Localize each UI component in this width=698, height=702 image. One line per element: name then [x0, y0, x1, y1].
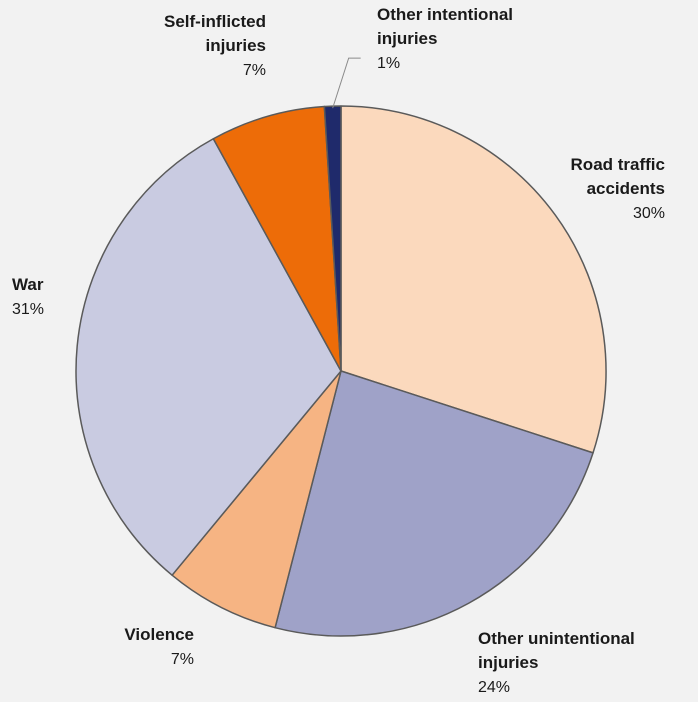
slice-name-line: Violence — [124, 625, 194, 644]
slice-name-line: War — [12, 275, 44, 294]
slice-label-violence: Violence 7% — [124, 625, 194, 668]
slice-value-label: 31% — [12, 301, 44, 318]
pie-slice-violence — [171, 370, 342, 629]
slice-name-line: Other intentional — [377, 5, 513, 24]
slice-value-label: 1% — [377, 55, 400, 72]
slice-label-war: War 31% — [12, 275, 44, 318]
slice-value-label: 7% — [171, 651, 194, 668]
leader-line-other-intentional-injuries — [332, 57, 361, 109]
slice-label-road-traffic-accidents: Road traffic accidents 30% — [571, 155, 665, 222]
slice-label-other-unintentional-injuries: Other unintentional injuries 24% — [478, 629, 635, 696]
slice-name-line: Road traffic — [571, 155, 665, 174]
slice-label-self-inflicted-injuries: Self-inflicted injuries 7% — [164, 12, 266, 79]
pie-slice-other-unintentional-injuries — [274, 370, 594, 637]
slice-name-line: injuries — [206, 36, 266, 55]
pie-slice-self-inflicted-injuries — [212, 105, 342, 372]
slice-name-line: injuries — [377, 29, 437, 48]
slices-layer — [75, 105, 607, 637]
pie-slice-road-traffic-accidents — [340, 105, 607, 454]
labels-layer: Road traffic accidents 30% Other unintentio… — [12, 5, 665, 696]
pie-slice-other-intentional-injuries — [323, 105, 342, 372]
slice-value-label: 7% — [243, 62, 266, 79]
slice-name-line: accidents — [587, 179, 665, 198]
slice-name-line: Other unintentional — [478, 629, 635, 648]
leaders-layer — [332, 57, 361, 109]
slice-value-label: 30% — [633, 205, 665, 222]
slice-name-line: Self-inflicted — [164, 12, 266, 31]
slice-name-line: injuries — [478, 653, 538, 672]
pie-slice-war — [75, 138, 342, 576]
slice-value-label: 24% — [478, 679, 510, 696]
slice-label-other-intentional-injuries: Other intentional injuries 1% — [377, 5, 513, 72]
